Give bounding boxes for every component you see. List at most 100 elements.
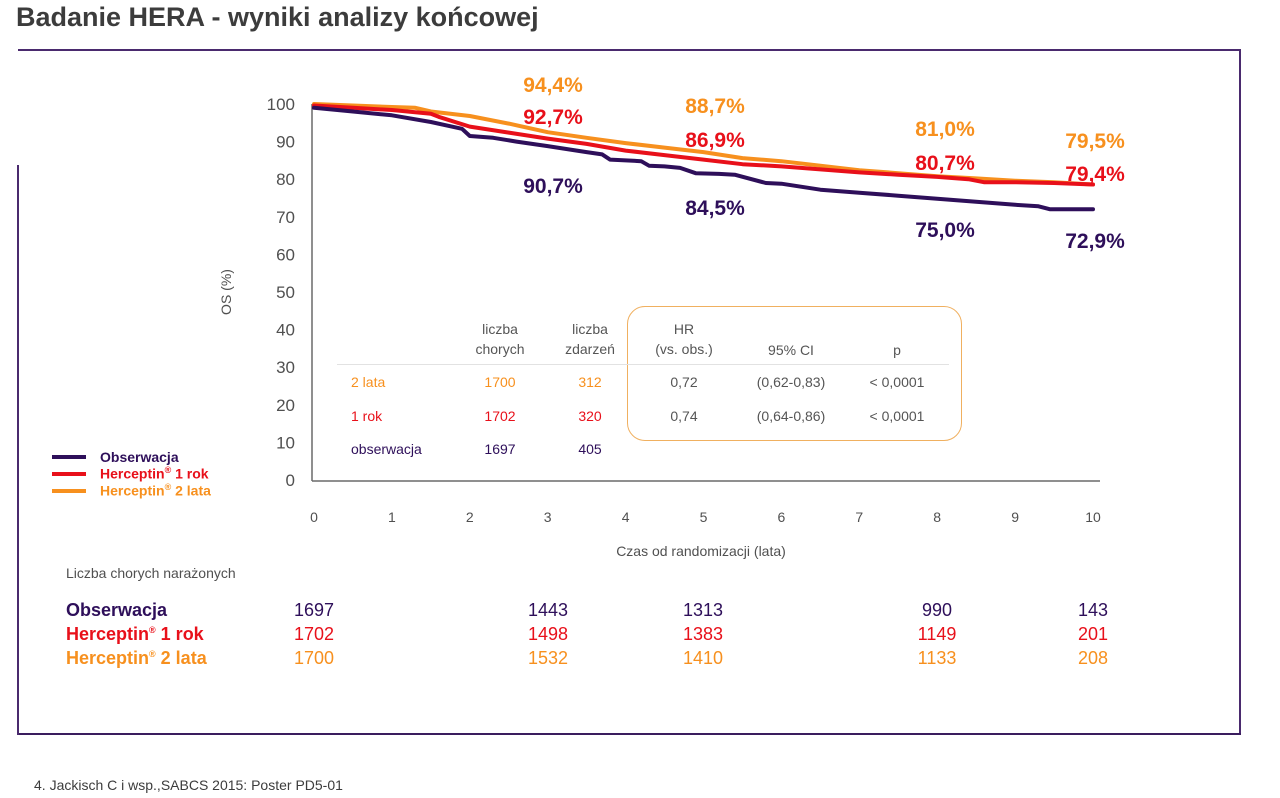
cell-ci: (0,62-0,83) [756, 374, 826, 390]
y-tick-label: 70 [276, 208, 295, 227]
chart-series [312, 102, 1095, 212]
x-axis-ticks: 0 1 2 3 4 5 6 7 8 9 10 [310, 509, 1101, 525]
cell-p: < 0,0001 [869, 374, 925, 390]
at-risk-value: 1149 [917, 624, 957, 644]
row-label: obserwacja [351, 441, 422, 457]
at-risk-label: Herceptin® 2 lata [66, 648, 207, 669]
at-risk-row-herceptin-2-lata: Herceptin® 2 lata 1700 1532 1410 1133 208 [0, 648, 1280, 672]
y-axis-label: OS (%) [218, 269, 234, 315]
at-risk-label-suffix: 1 rok [155, 624, 204, 644]
y-tick-label: 100 [267, 95, 295, 114]
y-tick-label: 0 [286, 471, 295, 490]
at-risk-value: 1443 [527, 600, 569, 620]
at-risk-value: 201 [1077, 624, 1109, 644]
x-tick-label: 7 [855, 509, 863, 525]
at-risk-label-text: Obserwacja [66, 600, 168, 620]
cell-hr: 0,74 [670, 408, 698, 424]
cell-ci: (0,64-0,86) [756, 408, 826, 424]
chart-axes [311, 104, 1100, 482]
registered-mark: ® [164, 465, 172, 476]
header-events: zdarzeń [565, 341, 615, 357]
cell-patients: 1700 [484, 374, 516, 390]
header-ci: 95% CI [768, 342, 814, 358]
row-label: 1 rok [351, 408, 383, 424]
y-tick-label: 10 [276, 433, 295, 452]
cell-p: < 0,0001 [869, 408, 925, 424]
x-tick-label: 4 [622, 509, 630, 525]
y-tick-label: 30 [276, 358, 295, 377]
survival-rate-label: 94,4% [523, 74, 583, 97]
cell-events: 405 [578, 441, 602, 457]
legend-label: Obserwacja [100, 449, 179, 465]
at-risk-value: 1702 [293, 624, 335, 644]
chart-legend: Obserwacja Herceptin® 1 rok Herceptin® 2 l… [52, 448, 211, 499]
page-title: Badanie HERA - wyniki analizy końcowej [16, 2, 539, 32]
y-tick-label: 90 [276, 133, 295, 152]
header-events: liczba [572, 321, 608, 337]
legend-swatch [52, 471, 86, 476]
at-risk-value: 1410 [682, 648, 724, 668]
registered-mark: ® [149, 649, 156, 659]
legend-item-herceptin-2-lata: Herceptin® 2 lata [52, 482, 211, 499]
cell-patients: 1702 [484, 408, 516, 424]
at-risk-value: 1498 [527, 624, 569, 644]
series-line-herceptin-1-rok [312, 103, 1095, 187]
at-risk-label-text: Herceptin [66, 648, 150, 668]
y-tick-label: 40 [276, 321, 295, 340]
survival-rate-label: 79,4% [1065, 163, 1125, 186]
legend-label-text: Herceptin [100, 482, 165, 499]
y-axis-ticks: 0 10 20 30 40 50 60 70 80 90 100 [267, 95, 295, 490]
stats-table-separator [337, 364, 949, 365]
header-hr: HR [673, 321, 695, 337]
survival-rate-label: 92,7% [523, 106, 583, 129]
legend-label: Herceptin® 2 lata [100, 482, 211, 499]
legend-item-obserwacja: Obserwacja [52, 448, 211, 465]
header-patients: chorych [475, 341, 525, 357]
legend-label-text: Herceptin [100, 465, 165, 482]
at-risk-value: 208 [1077, 648, 1109, 668]
y-tick-label: 50 [276, 283, 295, 302]
at-risk-title: Liczba chorych narażonych [66, 565, 236, 581]
at-risk-value: 1133 [917, 648, 957, 668]
cell-events: 320 [578, 408, 602, 424]
cell-hr: 0,72 [670, 374, 698, 390]
at-risk-value: 1532 [527, 648, 569, 668]
hazard-ratio-highlight-box [627, 306, 962, 441]
survival-rate-label: 84,5% [685, 197, 745, 220]
at-risk-label-suffix: 2 lata [155, 648, 207, 668]
legend-swatch [52, 454, 86, 459]
at-risk-label: Obserwacja [66, 600, 167, 621]
x-tick-label: 9 [1011, 509, 1019, 525]
legend-label: Herceptin® 1 rok [100, 465, 209, 482]
row-label: 2 lata [351, 374, 386, 390]
x-tick-label: 0 [310, 509, 318, 525]
at-risk-row-herceptin-1-rok: Herceptin® 1 rok 1702 1498 1383 1149 201 [0, 624, 1280, 648]
x-tick-label: 3 [544, 509, 552, 525]
series-line-obserwacja [312, 105, 1095, 212]
cell-patients: 1697 [484, 441, 516, 457]
at-risk-row-obserwacja: Obserwacja 1697 1443 1313 990 143 [0, 600, 1280, 624]
legend-label-text: Obserwacja [100, 448, 179, 465]
y-tick-label: 80 [276, 170, 295, 189]
x-tick-label: 6 [778, 509, 786, 525]
at-risk-value: 1313 [682, 600, 724, 620]
survival-rate-label: 90,7% [523, 175, 583, 198]
at-risk-value: 1697 [293, 600, 335, 620]
footnote-reference: 4. Jackisch C i wsp.,SABCS 2015: Poster … [34, 777, 343, 793]
y-tick-label: 20 [276, 396, 295, 415]
frame-border-left [17, 165, 19, 735]
survival-rate-label: 80,7% [915, 152, 975, 175]
survival-rate-label: 81,0% [915, 118, 975, 141]
survival-rate-label: 72,9% [1065, 230, 1125, 253]
x-tick-label: 2 [466, 509, 474, 525]
x-tick-label: 8 [933, 509, 941, 525]
legend-label-suffix: 1 rok [171, 465, 209, 482]
registered-mark: ® [164, 482, 172, 493]
x-tick-label: 5 [700, 509, 708, 525]
x-tick-label: 1 [388, 509, 396, 525]
registered-mark: ® [149, 625, 156, 635]
frame-border-bottom [18, 733, 1241, 735]
survival-rate-label: 79,5% [1065, 130, 1125, 153]
x-axis-label: Czas od randomizacji (lata) [616, 543, 786, 559]
